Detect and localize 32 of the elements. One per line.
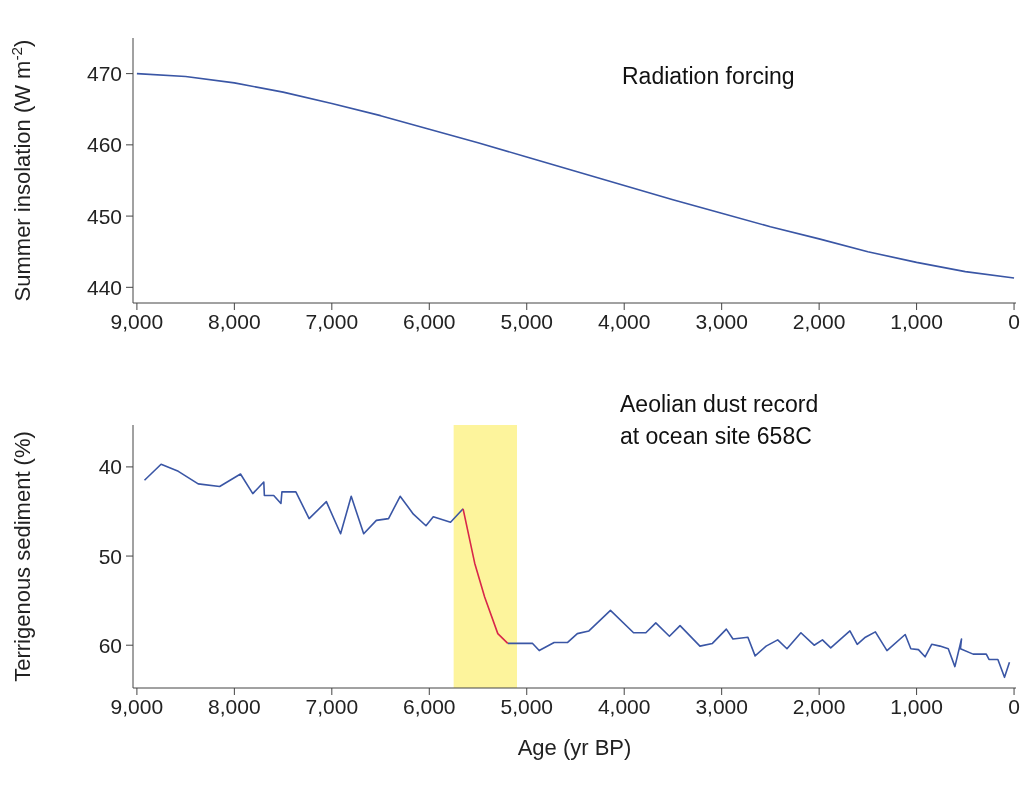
y-tick-label: 460 — [86, 133, 122, 157]
x-tick-label: 1,000 — [890, 309, 943, 333]
x-axis-title: Age (yr BP) — [517, 735, 632, 760]
x-tick-label: 5,000 — [500, 309, 554, 333]
line-series — [462, 508, 509, 645]
x-tick-label: 0 — [1008, 694, 1020, 718]
annotation: Radiation forcing — [622, 62, 795, 91]
x-tick-label: 8,000 — [208, 694, 261, 718]
annotation: Aeolian dust record at ocean site 658C — [620, 390, 819, 451]
y-axis-title: Terrigenous sediment (%) — [10, 431, 35, 682]
x-tick-label: 1,000 — [890, 694, 943, 718]
x-tick-label: 3,000 — [695, 309, 748, 333]
y-tick-label: 440 — [86, 275, 122, 299]
x-tick-label: 9,000 — [110, 309, 164, 333]
x-tick-label: 5,000 — [500, 694, 554, 718]
x-tick-label: 3,000 — [695, 694, 748, 718]
x-tick-label: 2,000 — [792, 309, 846, 333]
y-tick-label: 470 — [86, 62, 122, 86]
y-tick-label: 40 — [98, 455, 122, 479]
x-tick-label: 2,000 — [792, 694, 846, 718]
y-tick-label: 60 — [98, 633, 122, 657]
x-tick-label: 4,000 — [597, 309, 651, 333]
x-tick-label: 7,000 — [305, 309, 359, 333]
x-tick-label: 4,000 — [597, 694, 651, 718]
x-tick-label: 8,000 — [208, 309, 261, 333]
x-tick-label: 6,000 — [403, 309, 456, 333]
y-tick-label: 50 — [98, 544, 122, 568]
x-tick-label: 9,000 — [110, 694, 164, 718]
x-tick-label: 6,000 — [403, 694, 456, 718]
x-tick-label: 0 — [1008, 309, 1020, 333]
x-tick-label: 7,000 — [305, 694, 359, 718]
y-tick-label: 450 — [86, 204, 122, 228]
